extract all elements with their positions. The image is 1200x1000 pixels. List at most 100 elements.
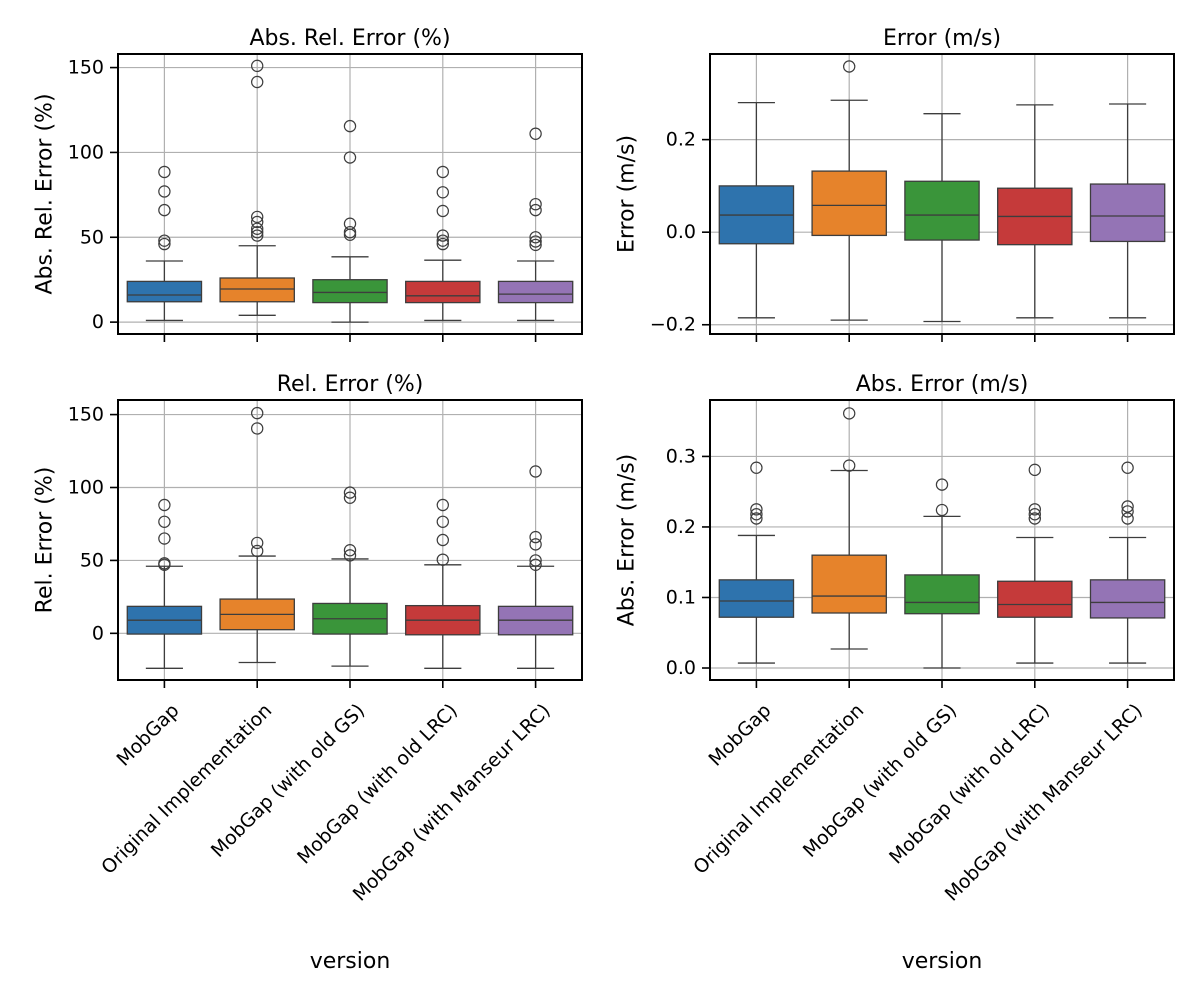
category-label: MobGap (with old LRC) <box>293 700 462 869</box>
outlier-point <box>251 210 264 224</box>
outlier-point <box>1121 505 1134 518</box>
outlier-point <box>935 503 949 517</box>
y-tick-label: 0.1 <box>666 586 696 608</box>
outlier-point <box>750 508 763 521</box>
outlier-point <box>750 461 763 474</box>
box-iqr <box>219 277 295 303</box>
box-iqr <box>1089 183 1166 243</box>
y-tick-label: 0.0 <box>666 221 696 243</box>
outlier-point <box>436 498 449 512</box>
box-5 <box>497 127 574 322</box>
outlier-point <box>436 553 449 566</box>
subplot-2: −0.2 0.0 0.2 Error (m/s) Error (m/s) <box>615 26 1175 342</box>
box-1 <box>126 498 203 669</box>
outlier-point <box>843 60 856 73</box>
box-4 <box>997 463 1073 664</box>
outlier-point <box>436 229 449 242</box>
outlier-point <box>529 558 542 571</box>
subplot-1: 0 50 100 150 Abs. Rel. Error (%) Abs. Rel. Er… <box>33 26 583 342</box>
box-5 <box>1089 461 1166 664</box>
outlier-point <box>251 225 264 239</box>
subplot-title: Abs. Error (m/s) <box>856 372 1029 397</box>
box-iqr <box>811 170 887 237</box>
y-tick-label: 0.2 <box>666 129 696 151</box>
y-tick-label: 100 <box>68 477 104 499</box>
outlier-point <box>1028 463 1042 477</box>
box-1 <box>718 461 795 664</box>
outlier-point <box>343 491 357 504</box>
outlier-point <box>750 503 763 516</box>
outlier-point <box>1028 508 1042 521</box>
outlier-point <box>343 549 357 562</box>
box-iqr <box>904 574 980 615</box>
outlier-point <box>529 203 542 217</box>
category-label: MobGap (with old LRC) <box>885 700 1054 869</box>
box-2 <box>811 407 887 650</box>
outlier-point <box>251 229 264 242</box>
outlier-point <box>343 225 357 239</box>
outlier-point <box>343 119 357 133</box>
category-label: MobGap <box>704 700 775 771</box>
outlier-point <box>529 231 542 244</box>
category-label: Original Implementation <box>689 700 868 879</box>
outlier-point <box>1121 461 1134 474</box>
y-tick-label: 150 <box>68 57 104 79</box>
box-4 <box>997 104 1073 319</box>
box-iqr <box>811 554 887 614</box>
y-tick-label: −0.2 <box>650 314 696 336</box>
y-tick-label: 0.0 <box>666 657 696 679</box>
box-1 <box>718 101 795 319</box>
outlier-point <box>158 557 171 570</box>
outlier-point <box>436 515 449 528</box>
box-3 <box>904 113 980 323</box>
outlier-point <box>251 544 264 558</box>
outlier-point <box>251 222 264 235</box>
box-2 <box>219 406 295 664</box>
outlier-point <box>1121 500 1134 513</box>
outlier-point <box>436 234 449 247</box>
outlier-point <box>251 215 264 229</box>
outlier-point <box>529 465 542 478</box>
category-label: MobGap (with Manseur LRC) <box>349 700 555 906</box>
outlier-point <box>436 204 449 218</box>
outlier-point <box>343 151 357 164</box>
outlier-point <box>158 515 171 528</box>
outlier-point <box>1028 503 1042 516</box>
outlier-point <box>1121 512 1134 525</box>
outlier-point <box>343 544 357 557</box>
y-axis-label: Abs. Error (m/s) <box>615 454 640 627</box>
category-label: Original Implementation <box>97 700 276 879</box>
outlier-point <box>251 536 264 550</box>
outlier-point <box>529 530 542 544</box>
outlier-point <box>158 532 171 545</box>
x-axis-label: version <box>310 949 391 974</box>
y-tick-label: 0 <box>92 622 104 644</box>
y-tick-label: 50 <box>80 549 104 571</box>
box-4 <box>405 498 481 669</box>
outlier-point <box>935 478 949 491</box>
outlier-point <box>529 197 542 211</box>
outlier-point <box>158 165 171 179</box>
outlier-point <box>436 186 449 199</box>
box-iqr <box>497 280 574 304</box>
box-iqr <box>718 579 795 618</box>
outlier-point <box>158 498 171 512</box>
box-3 <box>312 486 388 667</box>
outlier-point <box>343 486 357 499</box>
subplot-title: Error (m/s) <box>883 26 1001 51</box>
box-3 <box>904 478 980 669</box>
box-3 <box>312 119 388 323</box>
outlier-point <box>158 203 171 217</box>
category-label: MobGap (with Manseur LRC) <box>941 700 1147 906</box>
outlier-point <box>529 235 542 248</box>
box-iqr <box>405 280 481 304</box>
category-label: MobGap <box>112 700 183 771</box>
box-2 <box>811 60 887 321</box>
y-tick-label: 100 <box>68 141 104 163</box>
box-5 <box>1089 103 1166 319</box>
outlier-point <box>436 165 449 179</box>
outlier-point <box>158 237 171 251</box>
category-label: MobGap (with old GS) <box>799 700 961 862</box>
y-tick-label: 0 <box>92 311 104 333</box>
